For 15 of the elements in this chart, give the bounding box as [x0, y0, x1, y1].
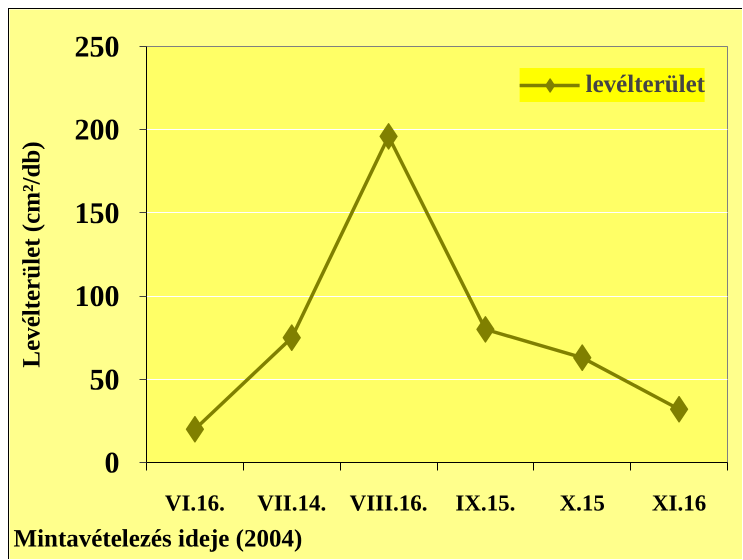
y-tick-label: 250 [74, 30, 120, 64]
x-tick-label: IX.15. [455, 490, 516, 516]
y-tick-label: 50 [90, 363, 120, 396]
y-tick-label: 150 [74, 196, 120, 230]
x-tick-label: X.15 [560, 490, 605, 516]
y-tick-label: 100 [74, 280, 120, 314]
y-tick-label: 200 [74, 114, 120, 147]
x-tick-label: XI.16 [652, 490, 706, 516]
x-tick-label: VI.16. [164, 490, 225, 516]
y-axis-title: Levélterület (cm²/db) [18, 141, 46, 368]
x-axis-title: Mintavételezés ideje (2004) [14, 526, 302, 552]
x-tick-label: VII.14. [257, 490, 326, 516]
legend-label: levélterület [586, 71, 705, 99]
x-tick-label: VIII.16. [350, 490, 428, 516]
y-tick-label: 0 [104, 446, 120, 480]
